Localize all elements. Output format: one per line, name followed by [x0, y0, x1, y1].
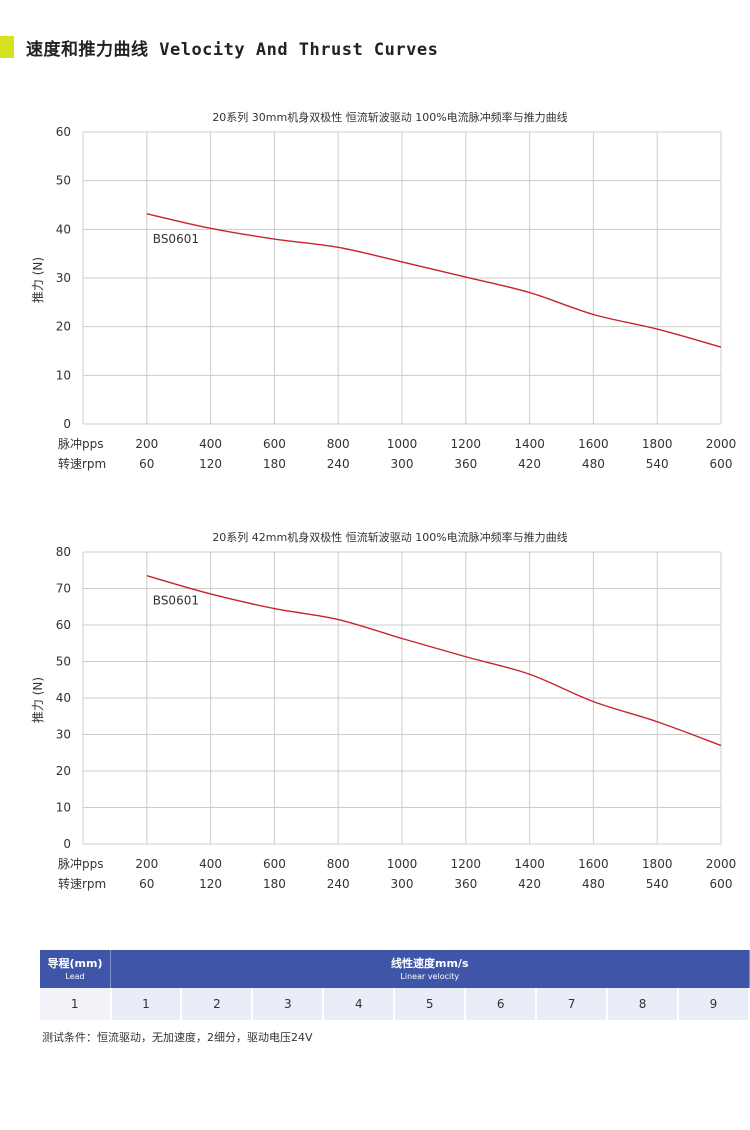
y-tick-label: 10	[56, 801, 71, 815]
velocity-cell: 8	[607, 988, 679, 1020]
y-tick-label: 60	[56, 618, 71, 632]
velocity-cell: 4	[323, 988, 396, 1020]
x-tick-label-pps: 1600	[578, 437, 609, 451]
test-conditions-note: 测试条件：恒流驱动，无加速度，2细分，驱动电压24V	[42, 1031, 313, 1044]
y-tick-label: 0	[63, 417, 71, 431]
x-tick-label-pps: 600	[263, 437, 286, 451]
velocity-cell: 7	[536, 988, 609, 1020]
x-tick-label-rpm: 540	[646, 877, 669, 891]
y-tick-label: 40	[56, 691, 71, 705]
y-tick-label: 0	[63, 837, 71, 851]
x-tick-label-pps: 600	[263, 857, 286, 871]
x-tick-label-rpm: 480	[582, 877, 605, 891]
x-tick-label-rpm: 360	[454, 457, 477, 471]
series-label: BS0601	[153, 232, 199, 246]
x-tick-label-pps: 1800	[642, 857, 673, 871]
x-tick-label-pps: 1800	[642, 437, 673, 451]
velocity-header-label-en: Linear velocity	[400, 971, 460, 981]
x-tick-label-rpm: 600	[710, 457, 733, 471]
x-tick-label-rpm: 420	[518, 877, 541, 891]
x-tick-label-pps: 400	[199, 857, 222, 871]
y-tick-label: 50	[56, 655, 71, 669]
x-tick-label-pps: 200	[135, 437, 158, 451]
velocity-cell: 6	[465, 988, 538, 1020]
lead-header-label-en: Lead	[65, 971, 85, 981]
x-tick-label-rpm: 120	[199, 877, 222, 891]
x-tick-label-rpm: 180	[263, 877, 286, 891]
x-tick-label-pps: 1000	[387, 437, 418, 451]
chart-title: 20系列 42mm机身双极性 恒流斩波驱动 100%电流脉冲频率与推力曲线	[212, 530, 567, 544]
y-tick-label: 80	[56, 545, 71, 559]
series-line-bs0601	[146, 575, 722, 747]
x-tick-label-rpm: 540	[646, 457, 669, 471]
y-tick-label: 20	[56, 764, 71, 778]
x-tick-label-rpm: 240	[327, 457, 350, 471]
y-axis-label: 推力 (N)	[31, 257, 45, 303]
velocity-cell: 3	[252, 988, 325, 1020]
x-tick-label-rpm: 300	[391, 877, 414, 891]
x-tick-label-pps: 2000	[706, 437, 737, 451]
x-tick-label-pps: 400	[199, 437, 222, 451]
y-tick-label: 40	[56, 222, 71, 236]
x-tick-label-pps: 2000	[706, 857, 737, 871]
x-row-label-rpm: 转速rpm	[58, 456, 106, 471]
chart-title: 20系列 30mm机身双极性 恒流斩波驱动 100%电流脉冲频率与推力曲线	[212, 110, 567, 124]
x-tick-label-pps: 1600	[578, 857, 609, 871]
x-tick-label-pps: 200	[135, 857, 158, 871]
y-axis-label: 推力 (N)	[31, 677, 45, 723]
x-tick-label-rpm: 60	[139, 877, 154, 891]
lead-header: 导程(mm) Lead	[40, 950, 111, 988]
x-tick-label-pps: 1000	[387, 857, 418, 871]
x-tick-label-rpm: 360	[454, 877, 477, 891]
x-tick-label-rpm: 60	[139, 457, 154, 471]
velocity-cell: 1	[110, 988, 183, 1020]
x-tick-label-rpm: 120	[199, 457, 222, 471]
velocity-cell: 2	[181, 988, 254, 1020]
x-row-label-rpm: 转速rpm	[58, 876, 106, 891]
velocity-header: 线性速度mm/s Linear velocity	[110, 950, 750, 988]
x-tick-label-rpm: 180	[263, 457, 286, 471]
title-accent-mark	[0, 36, 14, 58]
x-tick-label-rpm: 480	[582, 457, 605, 471]
x-row-label-pps: 脉冲pps	[58, 856, 104, 871]
x-tick-label-pps: 1400	[514, 437, 545, 451]
x-tick-label-pps: 1400	[514, 857, 545, 871]
thrust-chart-42mm: 20系列 42mm机身双极性 恒流斩波驱动 100%电流脉冲频率与推力曲线 0 10…	[31, 530, 737, 891]
y-tick-label: 20	[56, 320, 71, 334]
lead-value: 1	[40, 988, 112, 1020]
x-tick-label-rpm: 240	[327, 877, 350, 891]
thrust-chart-30mm: 20系列 30mm机身双极性 恒流斩波驱动 100%电流脉冲频率与推力曲线 0 10…	[31, 110, 737, 471]
y-tick-label: 30	[56, 271, 71, 285]
y-tick-label: 60	[56, 125, 71, 139]
x-tick-label-pps: 1200	[451, 857, 482, 871]
x-tick-label-pps: 800	[327, 857, 350, 871]
x-tick-label-pps: 800	[327, 437, 350, 451]
velocity-table: 导程(mm) Lead 线性速度mm/s Linear velocity 1 1…	[40, 950, 750, 1020]
series-label: BS0601	[153, 594, 199, 608]
x-tick-label-rpm: 600	[710, 877, 733, 891]
section-title: 速度和推力曲线 Velocity And Thrust Curves	[26, 39, 439, 60]
y-tick-label: 10	[56, 368, 71, 382]
x-tick-label-rpm: 420	[518, 457, 541, 471]
velocity-cell: 9	[678, 988, 750, 1020]
x-tick-label-rpm: 300	[391, 457, 414, 471]
y-tick-label: 30	[56, 728, 71, 742]
section-title-bar: 速度和推力曲线 Velocity And Thrust Curves	[0, 36, 439, 60]
y-tick-label: 70	[56, 582, 71, 596]
table-row: 1 1 2 3 4 5 6 7 8 9	[40, 988, 750, 1020]
velocity-header-label: 线性速度mm/s	[391, 956, 469, 970]
x-tick-label-pps: 1200	[451, 437, 482, 451]
x-row-label-pps: 脉冲pps	[58, 436, 104, 451]
lead-header-label: 导程(mm)	[47, 956, 103, 970]
series-line-bs0601	[146, 213, 722, 348]
velocity-cell: 5	[394, 988, 467, 1020]
y-tick-label: 50	[56, 174, 71, 188]
